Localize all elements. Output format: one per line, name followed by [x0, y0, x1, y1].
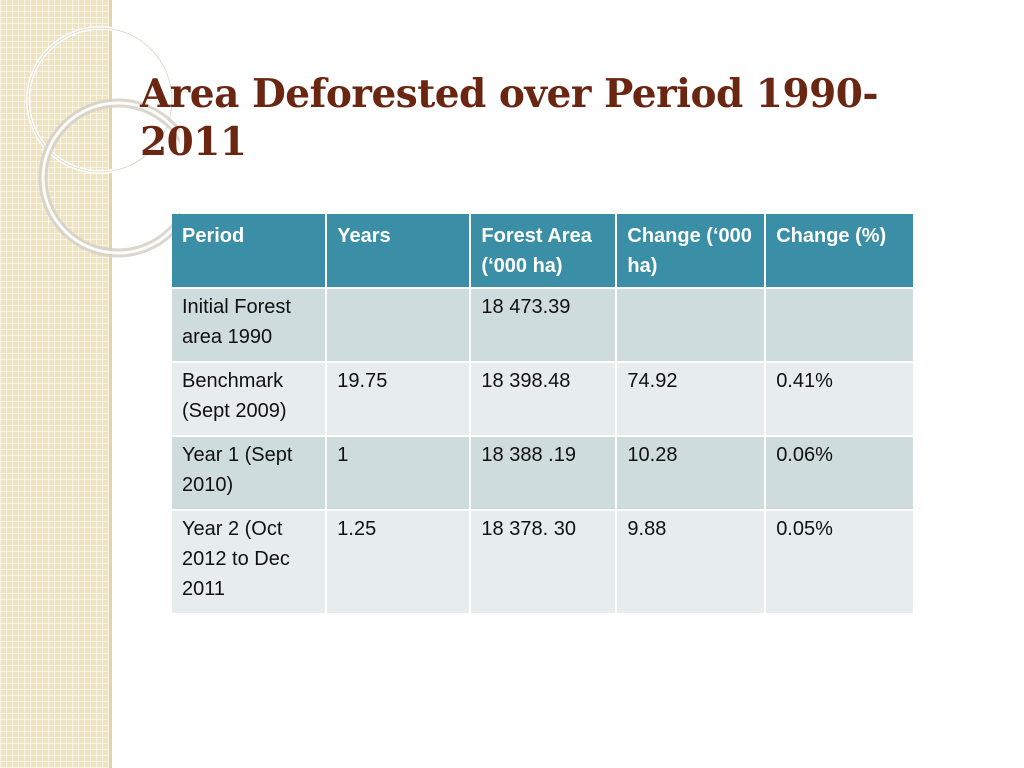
table-row: Year 2 (Oct 2012 to Dec 2011 1.25 18 378…	[172, 511, 913, 613]
cell-change-percent: 0.05%	[766, 511, 913, 613]
deforestation-table: Period Years Forest Area (‘000 ha) Chang…	[170, 212, 915, 615]
header-years: Years	[327, 214, 470, 287]
cell-period: Year 2 (Oct 2012 to Dec 2011	[172, 511, 326, 613]
slide-title: Area Deforested over Period 1990-2011	[140, 71, 879, 165]
header-forest-area: Forest Area (‘000 ha)	[471, 214, 616, 287]
cell-forest-area: 18 378. 30	[471, 511, 616, 613]
table-header-row: Period Years Forest Area (‘000 ha) Chang…	[172, 214, 913, 287]
cell-years: 1	[327, 437, 470, 509]
cell-period: Benchmark (Sept 2009)	[172, 363, 326, 435]
header-change-percent: Change (%)	[766, 214, 913, 287]
cell-period: Initial Forest area 1990	[172, 289, 326, 361]
side-strip-edge	[109, 0, 112, 768]
table-row: Initial Forest area 1990 18 473.39	[172, 289, 913, 361]
cell-period: Year 1 (Sept 2010)	[172, 437, 326, 509]
header-change-ha: Change (‘000 ha)	[617, 214, 765, 287]
cell-change-percent	[766, 289, 913, 361]
cell-forest-area: 18 473.39	[471, 289, 616, 361]
table-row: Benchmark (Sept 2009) 19.75 18 398.48 74…	[172, 363, 913, 435]
cell-years: 19.75	[327, 363, 470, 435]
cell-change-ha: 74.92	[617, 363, 765, 435]
header-period: Period	[172, 214, 326, 287]
cell-change-percent: 0.41%	[766, 363, 913, 435]
table-row: Year 1 (Sept 2010) 1 18 388 .19 10.28 0.…	[172, 437, 913, 509]
decorative-side-strip	[0, 0, 112, 768]
cell-change-ha: 9.88	[617, 511, 765, 613]
cell-change-ha: 10.28	[617, 437, 765, 509]
cell-change-percent: 0.06%	[766, 437, 913, 509]
cell-forest-area: 18 388 .19	[471, 437, 616, 509]
cell-forest-area: 18 398.48	[471, 363, 616, 435]
cell-change-ha	[617, 289, 765, 361]
cell-years: 1.25	[327, 511, 470, 613]
cell-years	[327, 289, 470, 361]
